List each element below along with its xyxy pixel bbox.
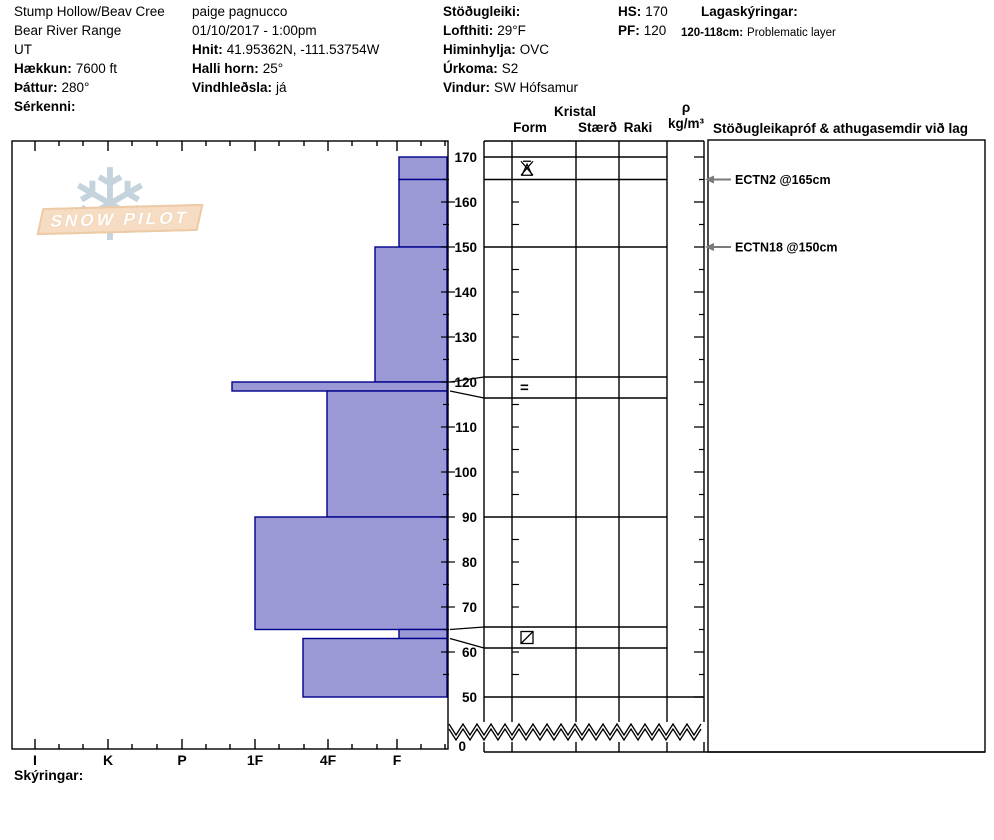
depth-label: 170	[454, 150, 477, 165]
depth-label: 130	[454, 330, 477, 345]
depth-label: 90	[462, 510, 477, 525]
airtemp-line: Lofthiti: 29°F	[443, 23, 526, 39]
depth-label: 110	[455, 420, 477, 435]
hardness-bar	[231, 381, 448, 392]
coordinates-line: Hnit: 41.95362N, -111.53754W	[192, 42, 379, 58]
sky-label: Himinhylja:	[443, 42, 516, 57]
density-symbol-header: ρ	[681, 100, 691, 115]
hardness-axis-label: 1F	[247, 752, 264, 768]
wind-line: Vindur: SW Hófsamur	[443, 80, 578, 96]
precip-label: Úrkoma:	[443, 61, 498, 76]
airtemp-label: Lofthiti:	[443, 23, 494, 38]
wetness-header: Raki	[623, 120, 653, 135]
windloading-label: Vindhleðsla:	[192, 80, 273, 95]
hardness-bar	[302, 637, 448, 698]
axis-break-zigzag	[448, 722, 702, 737]
sky-line: Himinhylja: OVC	[443, 42, 549, 58]
slope-angle-label: Halli horn:	[192, 61, 259, 76]
depth-label: 120	[454, 375, 477, 390]
elevation-label: Hækkun:	[14, 61, 72, 76]
precip-line: Úrkoma: S2	[443, 61, 518, 77]
slope-angle-line: Halli horn: 25°	[192, 61, 283, 77]
stability-label: Stöðugleiki:	[443, 4, 521, 19]
hardness-bar	[398, 156, 448, 181]
depth-label-zero: 0	[458, 739, 466, 754]
airtemp-value: 29°F	[497, 23, 526, 38]
elevation-value: 7600 ft	[75, 61, 118, 76]
hardness-bar	[254, 516, 448, 631]
layer-note-text: Problematic layer	[747, 27, 836, 39]
slope-angle-value: 25°	[262, 61, 284, 76]
hardness-bar	[398, 178, 448, 248]
coordinates-value: 41.95362N, -111.53754W	[226, 42, 380, 57]
hs-line: HS: 170	[618, 4, 668, 20]
thin-layer-wedge	[449, 376, 485, 383]
snowpilot-logo: ❄ SNOW PILOT	[30, 156, 220, 270]
hardness-axis-label: K	[103, 752, 113, 768]
hardness-bar	[326, 390, 448, 518]
depth-label: 50	[462, 690, 477, 705]
depth-label: 70	[462, 600, 477, 615]
grain-form-rounding-facets-icon	[520, 630, 534, 645]
sky-value: OVC	[519, 42, 550, 57]
pf-line: PF: 120	[618, 23, 666, 39]
kristal-header: Kristal	[553, 104, 597, 119]
aspect-line: Þáttur: 280°	[14, 80, 89, 96]
hardness-bar	[374, 246, 448, 383]
windloading-value: já	[276, 80, 287, 95]
grain-form-stellar-icon	[520, 162, 534, 176]
layer-notes-title: Lagaskýringar:	[701, 4, 798, 19]
depth-label: 150	[454, 240, 477, 255]
grain-size-header: Stærð	[577, 120, 617, 135]
test-arrow-icon	[705, 243, 714, 251]
depth-label: 140	[454, 285, 477, 300]
pf-label: PF:	[618, 23, 640, 38]
depth-label: 100	[454, 465, 477, 480]
location-range: Bear River Range	[14, 23, 122, 38]
comments-box	[707, 139, 986, 753]
aspect-label: Þáttur:	[14, 80, 58, 95]
hardness-axis-label: P	[177, 752, 186, 768]
hardness-axis-label: 4F	[320, 752, 337, 768]
depth-label: 60	[462, 645, 477, 660]
special-label: Sérkenni:	[14, 99, 76, 114]
hardness-bar	[398, 628, 448, 640]
wind-label: Vindur:	[443, 80, 490, 95]
wind-value: SW Hófsamur	[494, 80, 579, 95]
form-header: Form	[513, 120, 547, 135]
axis-break-zigzag	[448, 727, 702, 742]
thin-layer-wedge	[449, 637, 485, 649]
location-state: UT	[14, 42, 32, 57]
grain-form-ice-lens-icon: =	[520, 380, 529, 397]
pf-value: 120	[643, 23, 667, 38]
depth-label: 80	[462, 555, 477, 570]
coordinates-label: Hnit:	[192, 42, 223, 57]
depth-label: 160	[454, 195, 477, 210]
hardness-axis-label: F	[393, 752, 402, 768]
aspect-value: 280°	[61, 80, 90, 95]
precip-value: S2	[501, 61, 519, 76]
stability-test-label: ECTN18 @150cm	[735, 241, 838, 255]
grain-form-rounding-facets-icon	[520, 631, 534, 644]
thin-layer-wedge	[449, 390, 485, 399]
observer-name: paige pagnucco	[192, 4, 288, 19]
hs-value: 170	[645, 4, 668, 19]
thin-layer-wedge	[449, 626, 485, 631]
location-name: Stump Hollow/Beav Cree	[14, 4, 165, 19]
test-arrow-icon	[705, 175, 714, 184]
density-unit-header: kg/m³	[667, 116, 704, 131]
windloading-line: Vindhleðsla: já	[192, 80, 287, 96]
notes-footer-label: Skýringar:	[14, 767, 84, 783]
hardness-axis-label: I	[33, 752, 37, 768]
stability-test-label: ECTN2 @165cm	[735, 173, 831, 187]
observation-datetime: 01/10/2017 - 1:00pm	[192, 23, 317, 38]
elevation-line: Hækkun: 7600 ft	[14, 61, 117, 77]
layer-note-depth: 120-118cm:	[681, 27, 744, 39]
layer-note-line: 120-118cm: Problematic layer	[681, 25, 836, 41]
hs-label: HS:	[618, 4, 642, 19]
comments-header: Stöðugleikapróf & athugasemdir við lag	[713, 121, 969, 136]
